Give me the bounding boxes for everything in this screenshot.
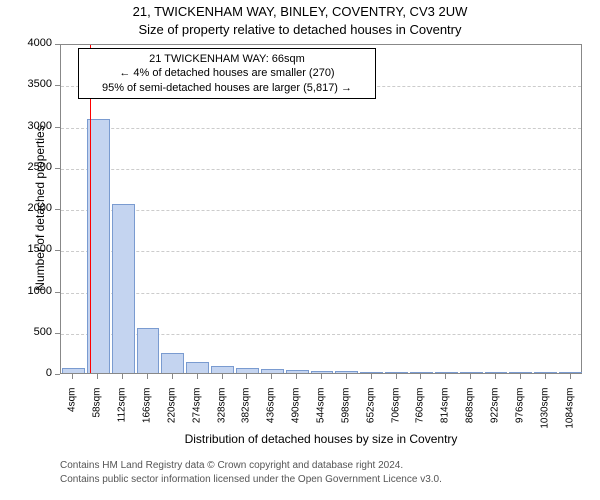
- histogram-bar: [62, 368, 85, 373]
- histogram-bar: [559, 372, 582, 373]
- x-tick: [396, 374, 397, 379]
- histogram-bar: [360, 372, 383, 373]
- footer-line-2: Contains public sector information licen…: [60, 474, 442, 485]
- y-tick-label: 2000: [18, 202, 52, 214]
- y-tick-label: 0: [18, 367, 52, 379]
- histogram-bar: [186, 362, 209, 373]
- x-tick: [222, 374, 223, 379]
- x-tick-label: 436sqm: [266, 388, 277, 448]
- x-tick: [172, 374, 173, 379]
- x-tick: [246, 374, 247, 379]
- x-tick: [445, 374, 446, 379]
- x-tick-label: 220sqm: [166, 388, 177, 448]
- x-tick: [97, 374, 98, 379]
- y-tick: [55, 127, 60, 128]
- x-tick-label: 4sqm: [67, 388, 78, 448]
- histogram-bar: [435, 372, 458, 373]
- x-tick: [470, 374, 471, 379]
- histogram-bar: [137, 328, 160, 373]
- histogram-bar: [261, 369, 284, 373]
- x-tick: [197, 374, 198, 379]
- histogram-bar: [161, 353, 184, 373]
- x-tick: [520, 374, 521, 379]
- footer-line-1: Contains HM Land Registry data © Crown c…: [60, 460, 403, 471]
- y-tick: [55, 374, 60, 375]
- histogram-bar: [534, 372, 557, 373]
- x-tick: [420, 374, 421, 379]
- y-tick-label: 2500: [18, 161, 52, 173]
- y-tick: [55, 85, 60, 86]
- x-tick-label: 112sqm: [117, 388, 128, 448]
- histogram-bar: [236, 368, 259, 373]
- x-tick-label: 922sqm: [490, 388, 501, 448]
- x-tick-label: 490sqm: [291, 388, 302, 448]
- x-tick-label: 598sqm: [340, 388, 351, 448]
- x-tick-label: 544sqm: [316, 388, 327, 448]
- chart-title-sub: Size of property relative to detached ho…: [0, 22, 600, 37]
- y-tick: [55, 333, 60, 334]
- x-tick-label: 868sqm: [465, 388, 476, 448]
- annotation-line-3: 95% of semi-detached houses are larger (…: [85, 81, 369, 95]
- gridline-h: [61, 169, 581, 170]
- x-tick: [296, 374, 297, 379]
- x-tick-label: 166sqm: [142, 388, 153, 448]
- histogram-bar: [509, 372, 532, 373]
- gridline-h: [61, 128, 581, 129]
- annotation-line-1: 21 TWICKENHAM WAY: 66sqm: [85, 52, 369, 66]
- x-tick: [147, 374, 148, 379]
- gridline-h: [61, 251, 581, 252]
- x-tick-label: 328sqm: [216, 388, 227, 448]
- histogram-bar: [286, 370, 309, 373]
- histogram-bar: [211, 366, 234, 373]
- y-tick-label: 3000: [18, 120, 52, 132]
- histogram-bar: [112, 204, 135, 373]
- x-tick-label: 58sqm: [92, 388, 103, 448]
- x-tick-label: 1030sqm: [539, 388, 550, 448]
- y-tick: [55, 44, 60, 45]
- gridline-h: [61, 210, 581, 211]
- x-tick-label: 814sqm: [440, 388, 451, 448]
- x-tick: [72, 374, 73, 379]
- x-tick-label: 652sqm: [365, 388, 376, 448]
- y-tick: [55, 292, 60, 293]
- x-tick-label: 706sqm: [390, 388, 401, 448]
- x-tick-label: 382sqm: [241, 388, 252, 448]
- histogram-bar: [485, 372, 508, 373]
- x-tick: [495, 374, 496, 379]
- x-tick: [346, 374, 347, 379]
- y-tick-label: 500: [18, 326, 52, 338]
- chart-container: 21, TWICKENHAM WAY, BINLEY, COVENTRY, CV…: [0, 0, 600, 500]
- x-tick: [371, 374, 372, 379]
- x-tick-label: 1084sqm: [564, 388, 575, 448]
- y-tick-label: 3500: [18, 78, 52, 90]
- x-tick: [545, 374, 546, 379]
- x-tick: [570, 374, 571, 379]
- annotation-line-2: ← 4% of detached houses are smaller (270…: [85, 66, 369, 80]
- x-tick: [122, 374, 123, 379]
- y-tick-label: 1000: [18, 285, 52, 297]
- annotation-box: 21 TWICKENHAM WAY: 66sqm ← 4% of detache…: [78, 48, 376, 99]
- gridline-h: [61, 293, 581, 294]
- x-tick: [321, 374, 322, 379]
- y-tick: [55, 250, 60, 251]
- histogram-bar: [385, 372, 408, 373]
- x-tick: [271, 374, 272, 379]
- chart-title-main: 21, TWICKENHAM WAY, BINLEY, COVENTRY, CV…: [0, 4, 600, 19]
- y-tick: [55, 209, 60, 210]
- histogram-bar: [311, 371, 334, 373]
- x-tick-label: 274sqm: [191, 388, 202, 448]
- y-tick: [55, 168, 60, 169]
- histogram-bar: [410, 372, 433, 373]
- histogram-bar: [335, 371, 358, 373]
- y-tick-label: 4000: [18, 37, 52, 49]
- x-tick-label: 760sqm: [415, 388, 426, 448]
- y-tick-label: 1500: [18, 243, 52, 255]
- histogram-bar: [460, 372, 483, 373]
- x-tick-label: 976sqm: [514, 388, 525, 448]
